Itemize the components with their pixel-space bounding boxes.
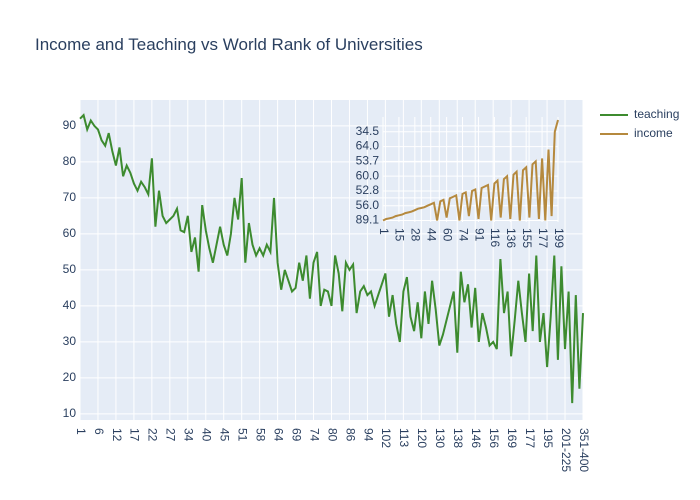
- y-tick-label: 70: [63, 190, 77, 204]
- x-tick-label: 177: [536, 228, 550, 248]
- x-tick-label: 113: [397, 428, 411, 447]
- y-tick-label: 40: [63, 298, 77, 312]
- x-tick-label: 45: [218, 428, 232, 442]
- y-tick-label: 30: [63, 334, 77, 348]
- y-tick-label: 34.5: [356, 124, 380, 138]
- y-tick-label: 10: [63, 406, 77, 420]
- x-tick-label: 17: [128, 428, 142, 442]
- x-tick-label: 116: [488, 228, 502, 247]
- x-tick-label: 15: [393, 228, 407, 242]
- x-tick-label: 94: [361, 428, 375, 442]
- x-tick-label: 351-400: [577, 428, 591, 472]
- chart-title: Income and Teaching vs World Rank of Uni…: [35, 35, 423, 54]
- y-tick-label: 64.0: [356, 139, 380, 153]
- x-tick-label: 169: [505, 428, 519, 448]
- x-tick-label: 80: [325, 428, 339, 442]
- y-tick-label: 60.0: [356, 168, 380, 182]
- x-tick-label: 138: [451, 428, 465, 448]
- y-tick-label: 53.7: [356, 154, 380, 168]
- x-tick-label: 60: [440, 228, 454, 242]
- x-tick-label: 12: [110, 428, 124, 442]
- y-tick-label: 90: [63, 118, 77, 132]
- x-tick-label: 195: [541, 428, 555, 448]
- y-tick-label: 52.8: [356, 183, 380, 197]
- y-tick-label: 20: [63, 370, 77, 384]
- data-line: [79, 113, 584, 404]
- data-line: [382, 119, 559, 222]
- x-tick-label: 177: [523, 428, 537, 448]
- x-tick-label: 91: [472, 228, 486, 242]
- x-tick-label: 6: [92, 428, 106, 435]
- x-tick-label: 34: [182, 428, 196, 442]
- y-tick-label: 60: [63, 226, 77, 240]
- x-tick-label: 156: [487, 428, 501, 448]
- x-tick-label: 155: [520, 228, 534, 248]
- x-tick-label: 1: [74, 428, 88, 435]
- x-tick-label: 120: [415, 428, 429, 448]
- y-tick-label: 89.1: [356, 213, 380, 227]
- y-tick-label: 50: [63, 262, 77, 276]
- x-tick-label: 27: [164, 428, 178, 442]
- x-tick-label: 199: [552, 228, 566, 248]
- legend-label: teaching: [634, 107, 679, 121]
- x-tick-label: 74: [456, 228, 470, 242]
- y-tick-label: 56.0: [356, 198, 380, 212]
- y-tick-label: 80: [63, 154, 77, 168]
- x-tick-label: 130: [433, 428, 447, 448]
- x-tick-label: 44: [425, 228, 439, 242]
- x-tick-label: 1: [377, 228, 391, 235]
- legend-label: income: [634, 126, 673, 140]
- x-tick-label: 40: [200, 428, 214, 442]
- x-tick-label: 86: [343, 428, 357, 442]
- x-tick-label: 146: [469, 428, 483, 448]
- x-tick-label: 69: [289, 428, 303, 442]
- x-tick-label: 28: [409, 228, 423, 242]
- x-tick-label: 22: [146, 428, 160, 442]
- x-tick-label: 136: [504, 228, 518, 248]
- x-tick-label: 64: [271, 428, 285, 442]
- x-tick-label: 74: [307, 428, 321, 442]
- x-tick-label: 58: [253, 428, 267, 442]
- x-tick-label: 51: [236, 428, 250, 442]
- x-tick-label: 102: [379, 428, 393, 448]
- x-tick-label: 201-225: [559, 428, 573, 472]
